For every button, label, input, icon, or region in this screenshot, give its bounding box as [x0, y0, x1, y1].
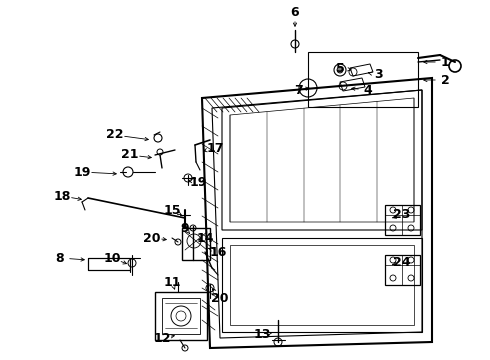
Bar [162, 298, 200, 334]
Text: 3: 3 [374, 68, 382, 81]
Text: 8: 8 [56, 252, 64, 265]
Text: 20: 20 [143, 231, 161, 244]
Text: 14: 14 [196, 231, 214, 244]
Text: 17: 17 [206, 141, 224, 154]
Text: 21: 21 [121, 148, 139, 162]
Circle shape [337, 67, 343, 73]
Text: 5: 5 [336, 62, 344, 75]
Text: 7: 7 [294, 84, 302, 96]
Text: 24: 24 [393, 256, 411, 269]
Text: 20: 20 [211, 292, 229, 305]
Bar [155, 292, 207, 340]
Text: 4: 4 [364, 84, 372, 96]
Text: 11: 11 [163, 275, 181, 288]
Text: 22: 22 [106, 129, 124, 141]
Bar [182, 228, 210, 260]
Text: 9: 9 [181, 221, 189, 234]
Text: 16: 16 [209, 246, 227, 258]
Text: 1: 1 [441, 55, 449, 68]
Text: 23: 23 [393, 208, 411, 221]
Bar [308, 52, 418, 107]
Text: 6: 6 [291, 5, 299, 18]
Bar [385, 205, 420, 235]
Bar [88, 258, 130, 270]
Text: 10: 10 [103, 252, 121, 265]
Text: 15: 15 [163, 203, 181, 216]
Text: 19: 19 [74, 166, 91, 179]
Bar [385, 255, 420, 285]
Text: 19: 19 [189, 175, 207, 189]
Text: 18: 18 [53, 189, 71, 202]
Text: 12: 12 [153, 332, 171, 345]
Text: 2: 2 [441, 73, 449, 86]
Text: 13: 13 [253, 328, 270, 342]
